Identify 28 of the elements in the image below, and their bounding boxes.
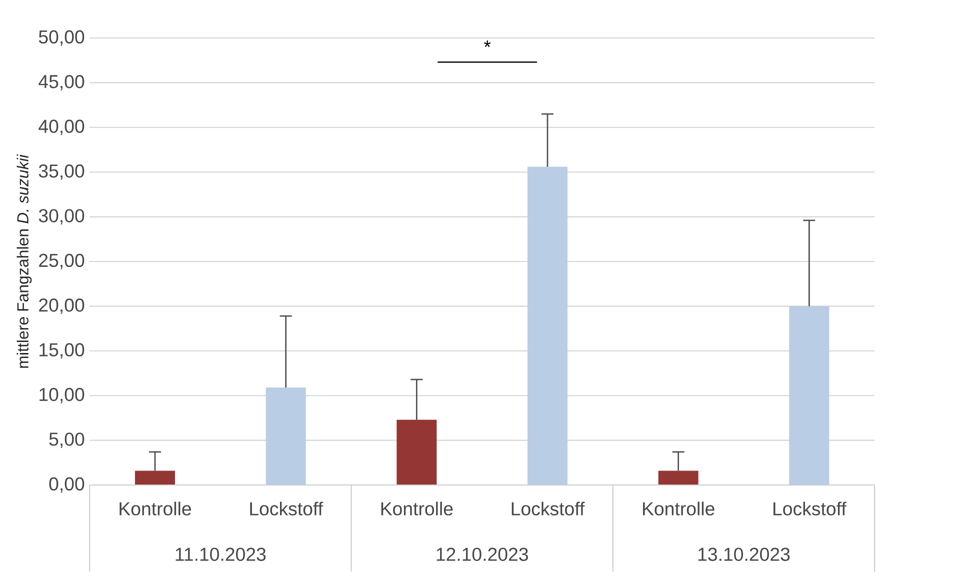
annotation: * [484, 40, 491, 48]
text: 11.10.2023 [176, 548, 266, 561]
text: 12.10.2023 [436, 548, 528, 561]
bar [396, 420, 437, 485]
y-tick-label: 20,00 [39, 298, 84, 314]
x-tick-label: Lockstoff [512, 502, 585, 516]
bar [528, 166, 568, 485]
bar [266, 388, 306, 485]
y-tick-label: 50,00 [38, 30, 84, 46]
bar [789, 306, 830, 485]
y-tick-label: 10,00 [40, 388, 84, 404]
bar [135, 470, 176, 485]
y-tick-label: 15,00 [40, 343, 84, 359]
x-tick-label: Lockstoff [250, 502, 324, 516]
x-tick-label: Lockstoff [774, 502, 846, 516]
y-tick-label: 35,00 [38, 164, 84, 180]
text: 13.10.2023 [698, 548, 790, 561]
y-tick-label: 30,00 [38, 209, 84, 225]
y-tick-label: 25,00 [39, 254, 84, 270]
y-axis-title: mittlere Fangzahlen D. suzukii [16, 154, 32, 368]
y-tick-label: 40,00 [38, 120, 84, 136]
y-tick-label: 0,00 [49, 477, 84, 493]
x-tick-label: Kontrolle [120, 502, 191, 516]
x-tick-label: Kontrolle [381, 502, 453, 516]
bar [658, 470, 698, 485]
y-tick-label: 5,00 [49, 432, 84, 448]
y-tick-label: 45,00 [38, 74, 84, 90]
x-tick-label: Kontrolle [643, 502, 714, 516]
